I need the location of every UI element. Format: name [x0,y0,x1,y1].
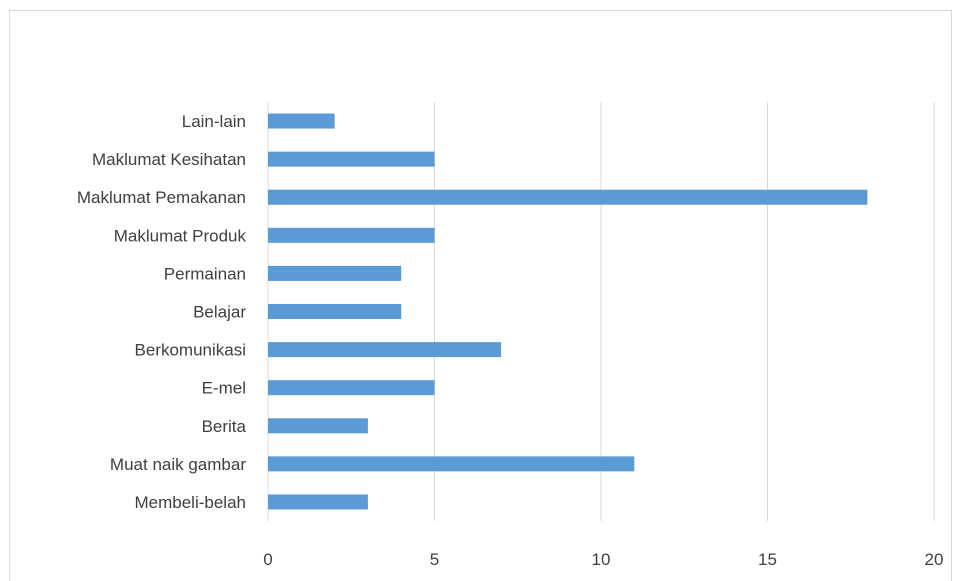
bar-maklumat-kesihatan [268,151,435,167]
bar-maklumat-produk [268,227,435,243]
bars [268,113,868,510]
category-label: E-mel [202,379,246,398]
bar-belajar [268,304,402,319]
x-tick-label: 10 [592,550,611,569]
bar-e-mel [268,380,435,396]
bar-maklumat-pemakanan [268,189,868,205]
category-label: Permainan [164,264,246,283]
x-tick-label: 15 [758,550,777,569]
bar-berkomunikasi [268,342,502,358]
bar-muat-naik-gambar [268,456,635,472]
bar-berita [268,418,368,434]
category-label: Maklumat Produk [114,226,247,245]
category-label: Lain-lain [182,112,246,131]
x-tick-label: 20 [925,550,944,569]
category-label: Berita [202,417,247,436]
category-label: Belajar [193,303,246,322]
category-label: Membeli-belah [135,493,247,512]
x-tick-labels: 0 5 10 15 20 [263,550,943,569]
x-tick-label: 5 [430,550,439,569]
chart-frame [9,10,952,581]
category-labels: Lain-lain Maklumat Kesihatan Maklumat Pema… [77,112,247,512]
x-tick-label: 0 [263,550,272,569]
bar-membeli-belah [268,494,368,510]
category-label: Maklumat Kesihatan [92,150,246,169]
bar-permainan [268,265,402,281]
category-label: Maklumat Pemakanan [77,188,246,207]
category-label: Muat naik gambar [110,455,246,474]
bar-lain-lain [268,113,335,129]
category-label: Berkomunikasi [135,341,247,360]
